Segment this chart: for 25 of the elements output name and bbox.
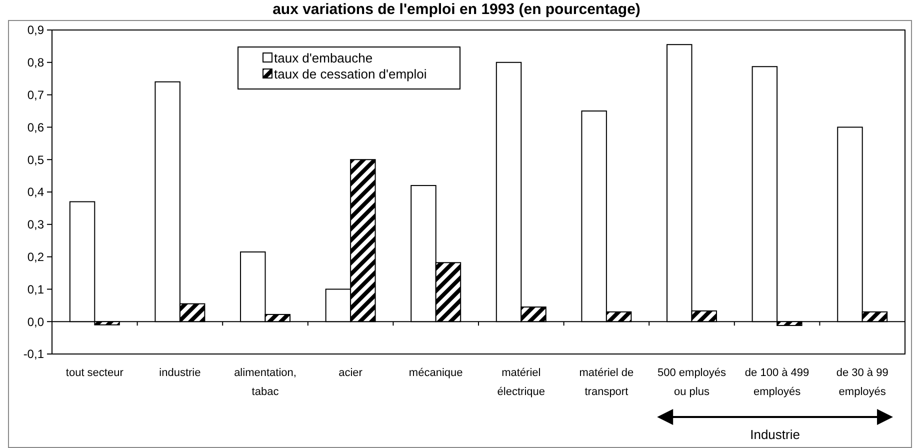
- y-tick-label: 0,5: [27, 152, 44, 167]
- x-tick-label: de 100 à 499 employés: [744, 367, 810, 398]
- legend-label: taux d'embauche: [274, 50, 373, 66]
- y-tick-label: 0,0: [27, 314, 44, 329]
- y-tick-label: 0,9: [27, 23, 44, 38]
- x-tick-label: 500 employés ou plus: [658, 367, 726, 398]
- y-tick-label: -0,1: [23, 347, 44, 362]
- y-tick-label: 0,7: [27, 88, 44, 102]
- x-tick-label: matériel de transport: [579, 367, 634, 398]
- legend-label: taux de cessation d'emploi: [274, 66, 427, 82]
- y-tick-label: 0,8: [27, 56, 44, 70]
- x-tick-label: de 30 à 99 employés: [836, 367, 888, 398]
- y-tick-label: 0,3: [27, 218, 44, 232]
- text: Industrie: [750, 427, 800, 442]
- chart-title: aux variations de l'emploi en 1993 (en pourcentage): [272, 1, 640, 18]
- y-tick-label: 0,1: [27, 282, 44, 296]
- x-tick-label: mécanique: [408, 367, 463, 379]
- y-tick-label: 0,2: [27, 250, 44, 264]
- x-tick-label: industrie: [159, 367, 201, 379]
- x-tick-label: tout secteur: [66, 367, 124, 379]
- x-tick-label: acier: [338, 367, 363, 379]
- y-tick-label: 0,4: [27, 185, 44, 200]
- x-tick-label: alimentation, tabac: [234, 367, 296, 398]
- x-tick-label: matériel électrique: [497, 367, 545, 398]
- y-tick-label: 0,6: [27, 120, 44, 134]
